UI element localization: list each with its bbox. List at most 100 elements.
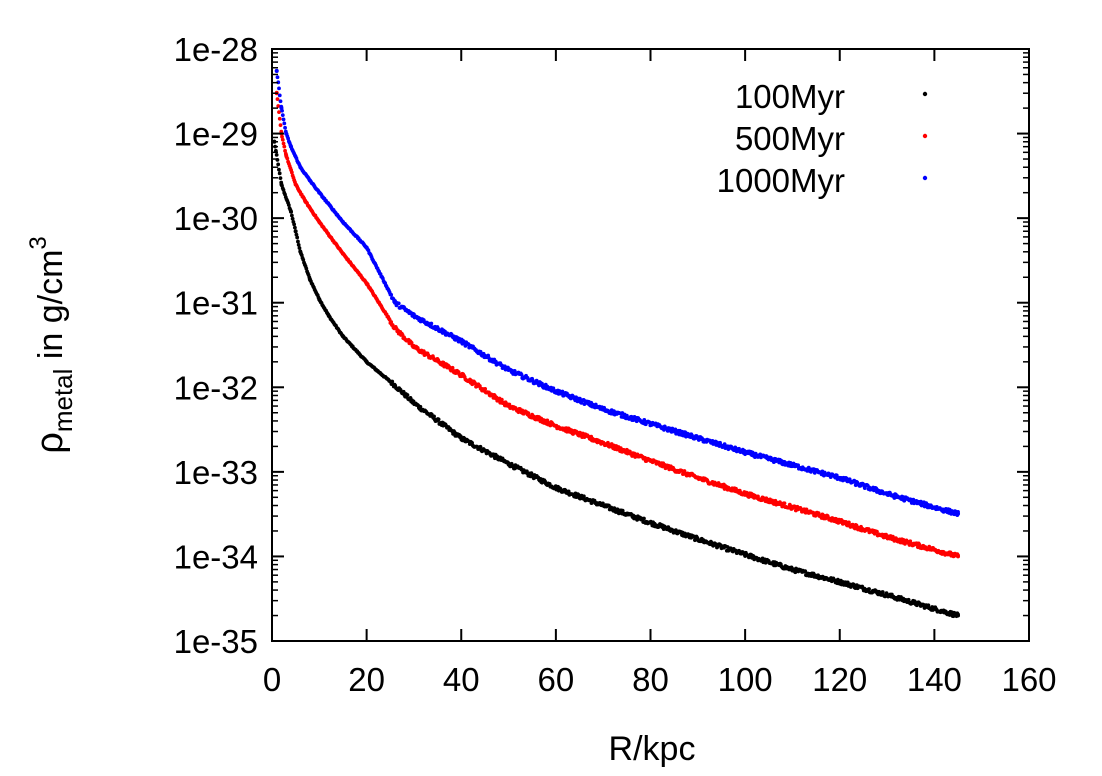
data-point <box>540 381 544 386</box>
data-point <box>296 243 301 247</box>
data-point <box>955 513 960 518</box>
data-point <box>753 451 758 456</box>
y-tick-label: 1e-32 <box>174 369 258 406</box>
y-tick-label: 1e-31 <box>174 285 258 322</box>
data-point <box>418 404 423 409</box>
x-tick-label: 160 <box>1001 661 1056 698</box>
data-point <box>880 590 885 594</box>
data-point <box>277 86 281 91</box>
data-point <box>906 597 911 602</box>
data-point <box>282 144 287 149</box>
data-point <box>875 529 879 534</box>
data-point <box>280 113 285 118</box>
data-point <box>297 246 302 250</box>
data-point <box>277 167 281 172</box>
data-point <box>450 365 455 370</box>
data-point <box>293 229 298 234</box>
data-point <box>390 379 395 384</box>
data-point <box>926 603 931 608</box>
data-point <box>478 444 483 449</box>
data-point <box>642 516 646 521</box>
data-point <box>279 104 284 109</box>
data-point <box>803 569 808 574</box>
data-point <box>458 434 463 439</box>
x-tick-label: 100 <box>718 661 773 698</box>
data-point <box>282 121 287 126</box>
series-500Myr <box>274 90 961 559</box>
data-point <box>956 510 960 514</box>
data-point <box>301 257 306 262</box>
data-point <box>280 108 284 113</box>
data-point <box>673 427 678 432</box>
y-tick-label: 1e-34 <box>174 538 258 575</box>
data-point <box>280 134 284 139</box>
data-point <box>389 292 394 297</box>
x-tick-label: 60 <box>538 661 575 698</box>
data-point <box>279 180 284 185</box>
y-axis-title-superscript: 3 <box>25 236 52 249</box>
data-point <box>576 493 581 497</box>
data-point <box>285 156 290 161</box>
x-tick-label: 0 <box>263 661 281 698</box>
data-point <box>519 372 524 377</box>
y-tick-label: 1e-29 <box>174 116 258 153</box>
data-point <box>289 213 294 218</box>
data-point <box>283 148 287 153</box>
data-point <box>281 117 286 122</box>
data-point <box>847 520 851 525</box>
data-point <box>295 235 300 240</box>
data-point <box>405 393 410 397</box>
series-layer <box>272 68 961 619</box>
data-point <box>432 414 436 419</box>
data-point <box>280 137 285 142</box>
data-point <box>276 104 281 108</box>
data-point <box>289 209 293 214</box>
data-point <box>682 469 687 473</box>
data-point <box>436 417 441 422</box>
data-point <box>396 301 401 306</box>
data-point <box>277 93 282 98</box>
data-point <box>289 170 294 175</box>
data-point <box>956 553 960 558</box>
y-axis-title-subscript: metal <box>48 369 78 433</box>
data-point <box>290 216 295 221</box>
legend-marker-500Myr <box>922 133 928 139</box>
data-point <box>560 389 565 394</box>
data-point <box>286 136 290 141</box>
y-tick-label: 1e-30 <box>174 200 258 237</box>
data-point <box>283 125 287 130</box>
x-axis-title: R/kpc <box>609 730 696 768</box>
data-point <box>277 116 282 121</box>
data-point <box>278 99 283 104</box>
y-axis-title-main: in g/cm <box>32 250 70 369</box>
data-point <box>843 520 848 524</box>
data-point <box>867 587 871 591</box>
data-point <box>278 123 283 128</box>
data-point <box>499 397 504 402</box>
data-point <box>581 494 586 499</box>
series-100Myr <box>272 139 961 619</box>
legend-marker-100Myr <box>922 91 928 97</box>
data-point <box>286 203 291 207</box>
data-point <box>693 538 697 543</box>
data-point <box>483 386 488 391</box>
data-point <box>292 225 297 230</box>
data-point <box>281 187 286 192</box>
data-point <box>275 75 280 80</box>
data-point <box>274 68 279 73</box>
x-tick-label: 40 <box>443 661 480 698</box>
data-point <box>283 151 288 156</box>
legend: 100Myr 500Myr 1000Myr <box>717 78 928 199</box>
data-point <box>292 222 297 227</box>
data-point <box>304 266 309 271</box>
y-tick-label: 1e-33 <box>174 454 258 491</box>
data-point <box>478 349 483 354</box>
data-point <box>276 162 281 167</box>
data-point <box>389 320 394 324</box>
data-point <box>296 239 300 244</box>
data-point <box>274 152 279 157</box>
data-point <box>281 141 286 146</box>
